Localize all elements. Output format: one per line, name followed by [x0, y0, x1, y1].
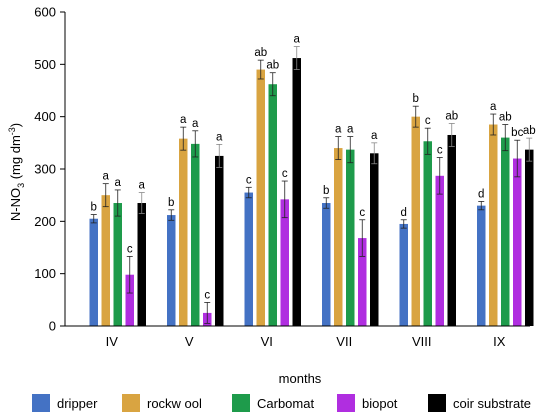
legend-label: Carbomat — [257, 396, 314, 411]
significance-label: a — [180, 114, 187, 126]
x-tick-label: VIII — [412, 334, 432, 349]
bar — [137, 203, 146, 326]
bar — [525, 149, 534, 326]
bar — [280, 199, 289, 326]
legend-swatch — [428, 394, 446, 412]
bar — [256, 69, 265, 327]
y-axis-label-text: N-NO3 (mg dm-3) — [7, 123, 26, 221]
y-axis-label: N-NO3 (mg dm-3) — [7, 123, 26, 221]
significance-label: ab — [254, 47, 267, 59]
significance-label: ab — [445, 110, 458, 122]
legend: dripper rockw ool Carbomat biopot coir subst… — [32, 394, 531, 412]
bar — [167, 215, 176, 326]
bar — [411, 116, 420, 327]
y-tick-label: 600 — [34, 5, 56, 20]
significance-label: c — [204, 289, 210, 301]
bar — [447, 134, 456, 326]
legend-label: coir substrate — [453, 396, 531, 411]
bar — [346, 149, 355, 326]
x-tick-label: IV — [106, 334, 119, 349]
significance-label: a — [139, 180, 146, 192]
significance-label: b — [91, 202, 97, 214]
significance-label: a — [335, 124, 342, 136]
bar — [125, 274, 134, 326]
x-tick-label: IX — [493, 334, 506, 349]
x-axis-label: months — [279, 371, 322, 386]
significance-label: ab — [499, 112, 512, 124]
legend-swatch — [337, 394, 355, 412]
x-tick-label: V — [185, 334, 194, 349]
significance-label: c — [282, 168, 288, 180]
bar — [358, 238, 367, 326]
significance-label: c — [425, 115, 431, 127]
significance-label: b — [323, 185, 329, 197]
significance-label: c — [359, 207, 365, 219]
bar — [191, 143, 200, 326]
bar — [292, 58, 301, 326]
significance-label: b — [413, 93, 419, 105]
bar — [423, 141, 432, 326]
y-tick-label: 0 — [49, 319, 56, 334]
significance-label: a — [115, 177, 122, 189]
legend-label: biopot — [362, 396, 398, 411]
bar — [244, 192, 253, 326]
bar — [89, 218, 98, 326]
legend-swatch — [122, 394, 140, 412]
bar — [113, 203, 122, 326]
y-tick-label: 100 — [34, 266, 56, 281]
significance-label: a — [347, 124, 354, 136]
significance-label: a — [371, 130, 378, 142]
significance-label: a — [490, 101, 497, 113]
significance-label: c — [246, 174, 252, 186]
significance-label: a — [192, 118, 199, 130]
significance-label: a — [103, 171, 110, 183]
significance-label: bc — [511, 127, 523, 139]
legend-swatch — [232, 394, 250, 412]
bar — [215, 155, 224, 326]
y-tick-label: 500 — [34, 57, 56, 72]
significance-label: a — [216, 131, 223, 143]
significance-label: a — [294, 34, 301, 46]
legend-swatch — [32, 394, 50, 412]
bar — [370, 153, 379, 326]
x-tick-label: VII — [336, 334, 352, 349]
significance-label: d — [478, 188, 484, 200]
bar — [435, 175, 444, 326]
significance-label: b — [168, 197, 174, 209]
y-tick-label: 300 — [34, 162, 56, 177]
significance-label: c — [437, 144, 443, 156]
legend-label: dripper — [57, 396, 98, 411]
significance-label: c — [127, 243, 133, 255]
legend-label: rockw ool — [147, 396, 202, 411]
bar — [513, 158, 522, 326]
significance-label: ab — [523, 125, 536, 137]
bar — [501, 137, 510, 326]
significance-label: d — [401, 207, 407, 219]
y-tick-label: 200 — [34, 214, 56, 229]
axes-layer: 0 100 200 300 400 500 600 IV V VI VII VIII IX — [34, 5, 530, 349]
x-tick-label: VI — [261, 334, 273, 349]
y-tick-label: 400 — [34, 109, 56, 124]
bar — [477, 205, 486, 326]
bar — [322, 203, 331, 326]
bar — [179, 138, 188, 326]
bar — [489, 124, 498, 327]
bar — [101, 195, 110, 326]
significance-label: ab — [266, 60, 279, 72]
bar — [399, 223, 408, 326]
bar — [334, 148, 343, 326]
bar — [268, 84, 277, 326]
